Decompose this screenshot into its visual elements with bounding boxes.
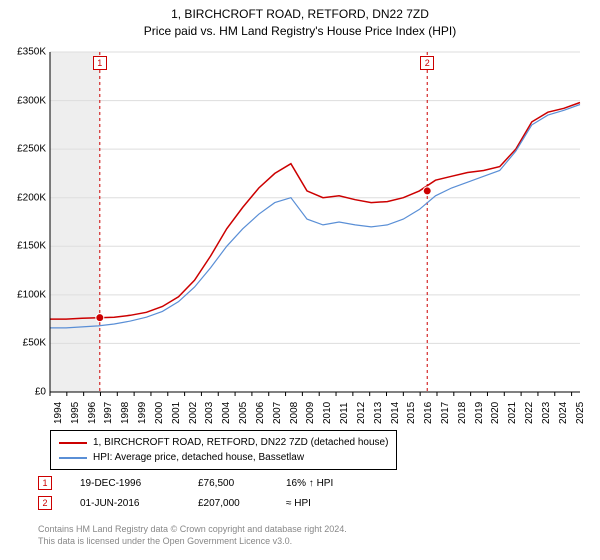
y-tick-label: £200K — [17, 192, 46, 203]
transaction-marker: 2 — [38, 496, 52, 510]
legend: 1, BIRCHCROFT ROAD, RETFORD, DN22 7ZD (d… — [50, 430, 397, 470]
x-tick-label: 2010 — [322, 402, 333, 424]
x-tick-label: 2000 — [154, 402, 165, 424]
x-tick-label: 2016 — [423, 402, 434, 424]
y-tick-label: £150K — [17, 241, 46, 252]
transaction-price: £207,000 — [198, 498, 258, 509]
x-tick-label: 2001 — [171, 402, 182, 424]
x-tick-label: 1997 — [103, 402, 114, 424]
attribution: Contains HM Land Registry data © Crown c… — [38, 524, 347, 547]
x-tick-label: 1994 — [53, 402, 64, 424]
x-tick-label: 2017 — [440, 402, 451, 424]
x-tick-label: 2014 — [390, 402, 401, 424]
transaction-price: £76,500 — [198, 478, 258, 489]
x-tick-label: 2020 — [490, 402, 501, 424]
legend-label-price-paid: 1, BIRCHCROFT ROAD, RETFORD, DN22 7ZD (d… — [93, 435, 388, 450]
transaction-date: 01-JUN-2016 — [80, 498, 170, 509]
x-tick-label: 2006 — [255, 402, 266, 424]
x-tick-label: 2018 — [457, 402, 468, 424]
y-tick-label: £0 — [35, 387, 46, 398]
y-tick-label: £250K — [17, 144, 46, 155]
x-tick-label: 2015 — [406, 402, 417, 424]
plot-area — [50, 52, 580, 392]
x-tick-label: 2021 — [507, 402, 518, 424]
x-tick-label: 2013 — [373, 402, 384, 424]
y-tick-label: £50K — [23, 338, 46, 349]
y-tick-label: £300K — [17, 95, 46, 106]
x-tick-label: 2011 — [339, 402, 350, 424]
legend-row-price-paid: 1, BIRCHCROFT ROAD, RETFORD, DN22 7ZD (d… — [59, 435, 388, 450]
x-tick-label: 2007 — [272, 402, 283, 424]
attribution-line1: Contains HM Land Registry data © Crown c… — [38, 524, 347, 536]
x-tick-label: 2019 — [474, 402, 485, 424]
x-tick-label: 1998 — [120, 402, 131, 424]
transaction-marker: 1 — [38, 476, 52, 490]
x-tick-label: 2022 — [524, 402, 535, 424]
x-tick-label: 2009 — [305, 402, 316, 424]
title-block: 1, BIRCHCROFT ROAD, RETFORD, DN22 7ZD Pr… — [0, 0, 600, 40]
y-tick-label: £100K — [17, 289, 46, 300]
transaction-pct: ≈ HPI — [286, 498, 366, 509]
x-tick-label: 1995 — [70, 402, 81, 424]
x-tick-label: 2008 — [289, 402, 300, 424]
transaction-row: 1 19-DEC-1996 £76,500 16% ↑ HPI — [38, 476, 366, 490]
transaction-pct: 16% ↑ HPI — [286, 478, 366, 489]
legend-swatch-hpi — [59, 457, 87, 459]
x-tick-label: 2025 — [575, 402, 586, 424]
chart-marker-box: 1 — [93, 56, 107, 70]
x-tick-label: 2012 — [356, 402, 367, 424]
title-address: 1, BIRCHCROFT ROAD, RETFORD, DN22 7ZD — [0, 6, 600, 23]
chart-marker-box: 2 — [420, 56, 434, 70]
title-subtitle: Price paid vs. HM Land Registry's House … — [0, 23, 600, 40]
x-tick-label: 2003 — [204, 402, 215, 424]
legend-swatch-price-paid — [59, 442, 87, 444]
x-tick-label: 2005 — [238, 402, 249, 424]
legend-label-hpi: HPI: Average price, detached house, Bass… — [93, 450, 304, 465]
transaction-row: 2 01-JUN-2016 £207,000 ≈ HPI — [38, 496, 366, 510]
transaction-table: 1 19-DEC-1996 £76,500 16% ↑ HPI 2 01-JUN… — [38, 476, 366, 516]
chart-container: 1, BIRCHCROFT ROAD, RETFORD, DN22 7ZD Pr… — [0, 0, 600, 560]
x-tick-label: 1996 — [87, 402, 98, 424]
x-tick-label: 2002 — [188, 402, 199, 424]
legend-row-hpi: HPI: Average price, detached house, Bass… — [59, 450, 388, 465]
x-tick-label: 2004 — [221, 402, 232, 424]
x-tick-label: 2024 — [558, 402, 569, 424]
x-tick-label: 2023 — [541, 402, 552, 424]
y-tick-label: £350K — [17, 47, 46, 58]
x-tick-label: 1999 — [137, 402, 148, 424]
transaction-date: 19-DEC-1996 — [80, 478, 170, 489]
attribution-line2: This data is licensed under the Open Gov… — [38, 536, 347, 548]
plot-svg — [50, 52, 580, 392]
